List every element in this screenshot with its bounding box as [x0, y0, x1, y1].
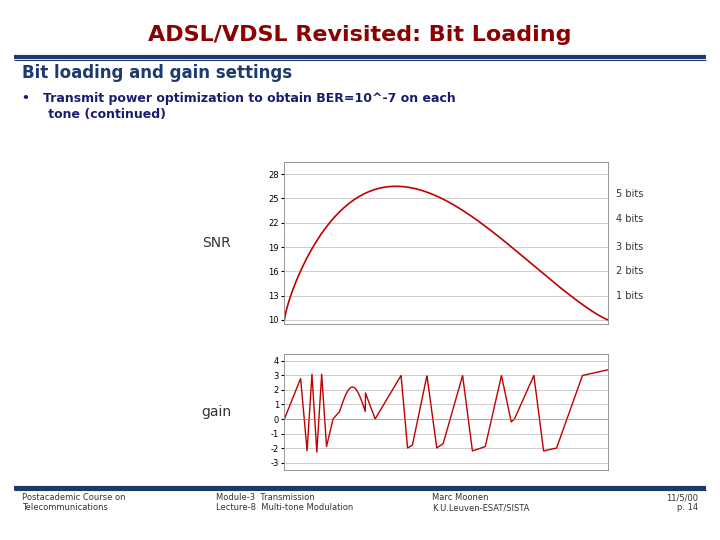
Text: gain: gain — [201, 405, 231, 418]
Text: 3 bits: 3 bits — [616, 242, 643, 252]
Text: SNR: SNR — [202, 236, 230, 250]
Text: Module-3  Transmission
Lecture-8  Multi-tone Modulation: Module-3 Transmission Lecture-8 Multi-to… — [216, 493, 354, 512]
Text: •   Transmit power optimization to obtain BER=10^-7 on each: • Transmit power optimization to obtain … — [22, 92, 455, 105]
Text: 4 bits: 4 bits — [616, 214, 643, 224]
Text: 1 bits: 1 bits — [616, 291, 643, 301]
Text: tone (continued): tone (continued) — [22, 108, 166, 121]
Text: Postacademic Course on
Telecommunications: Postacademic Course on Telecommunication… — [22, 493, 125, 512]
Text: Marc Moonen
K.U.Leuven-ESAT/SISTA: Marc Moonen K.U.Leuven-ESAT/SISTA — [432, 493, 529, 512]
Text: 11/5/00
p. 14: 11/5/00 p. 14 — [667, 493, 698, 512]
Text: 2 bits: 2 bits — [616, 266, 643, 276]
Text: ADSL/VDSL Revisited: Bit Loading: ADSL/VDSL Revisited: Bit Loading — [148, 25, 572, 45]
Text: Bit loading and gain settings: Bit loading and gain settings — [22, 64, 292, 82]
Text: 5 bits: 5 bits — [616, 190, 643, 199]
